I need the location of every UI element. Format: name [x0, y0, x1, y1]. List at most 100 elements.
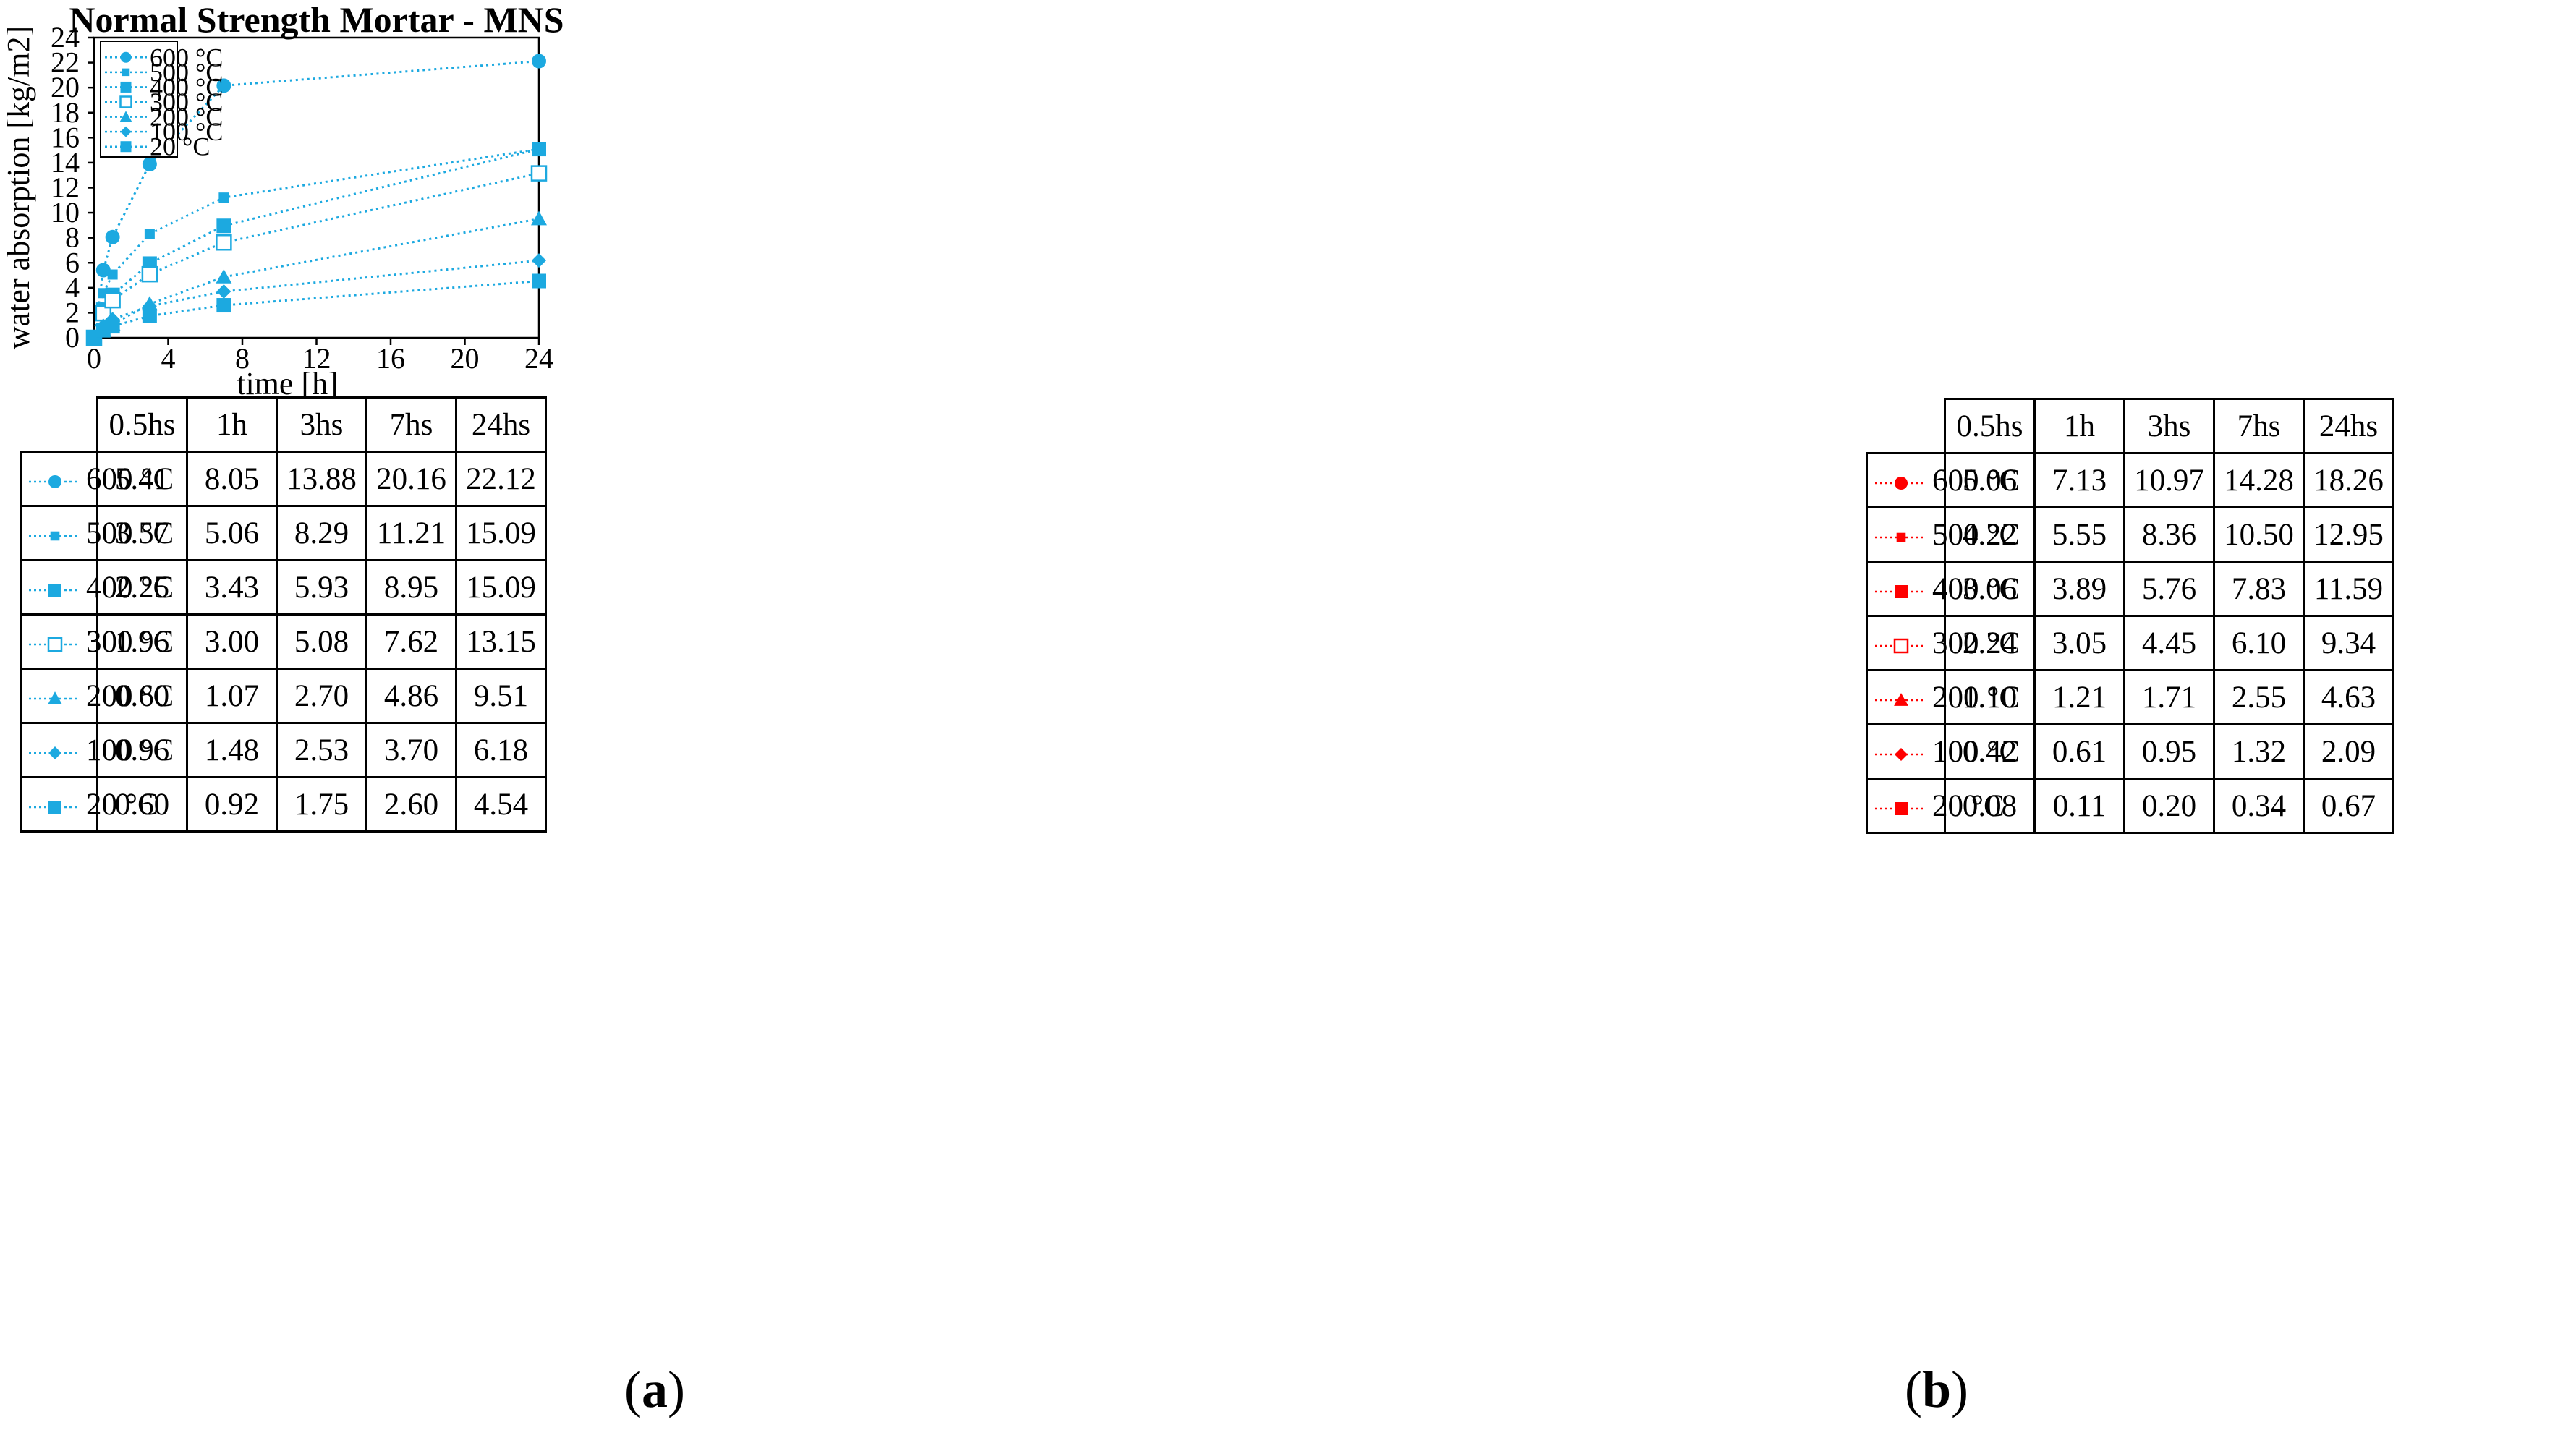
series-line: [93, 172, 540, 339]
row-marker-icon: [29, 474, 80, 488]
table-row-label: 600 °C: [1866, 452, 2020, 508]
y-tick-label: 16: [51, 121, 80, 153]
table-cell: 1.21: [2033, 669, 2125, 725]
series-line: [93, 148, 540, 339]
x-axis-label: time [h]: [237, 366, 339, 401]
table-cell: 2.24: [1944, 615, 2036, 671]
table-cell: 0.96: [96, 722, 188, 778]
caption-b: (b): [1904, 1361, 1968, 1418]
row-marker-icon: [29, 800, 80, 814]
row-marker-icon: [29, 531, 80, 540]
legend-marker: [50, 531, 60, 540]
table-cell: 5.08: [276, 613, 367, 670]
legend-marker: [120, 51, 132, 63]
table-row-label: 100 °C: [1866, 723, 2020, 780]
chart-title: Normal Strength Mortar - MNS: [69, 0, 564, 40]
data-point: [107, 269, 118, 280]
legend-marker: [120, 81, 132, 93]
table-cell: 1.48: [186, 722, 278, 778]
table-cell: 7.83: [2213, 561, 2305, 617]
table-row: 20 °C 0.60 0.92 1.75 2.60 4.54: [20, 776, 547, 833]
table-cell: 8.95: [365, 559, 457, 616]
table-cell: 9.34: [2303, 615, 2394, 671]
table-cell: 3.43: [186, 559, 278, 616]
row-marker-icon: [29, 691, 80, 704]
table-cell: 1.75: [276, 776, 367, 833]
table-cell: 3.05: [2033, 615, 2125, 671]
legend-marker: [1895, 476, 1908, 490]
legend-label: 200 °C: [150, 103, 223, 132]
table-cell: 2.25: [96, 559, 188, 616]
table-row: 400 °C 2.25 3.43 5.93 8.95 15.09: [20, 559, 547, 616]
table-row-label: 20 °C: [1866, 778, 2005, 834]
table-cell: 4.86: [365, 668, 457, 724]
table-cell: 1.71: [2123, 669, 2215, 725]
row-marker-icon: [1875, 532, 1926, 542]
table-row-label: 500 °C: [20, 505, 174, 561]
x-tick-label: 0: [87, 342, 101, 375]
table-row-label: 100 °C: [20, 722, 174, 778]
table-cell: 2.60: [365, 776, 457, 833]
table-mhs: 0.5hs 1h 3hs 7hs 24hs 600 °C 5.06 7.13 10.97 14.2…: [1866, 398, 2394, 834]
table-cell: 18.26: [2303, 452, 2394, 508]
table-cell: 0.34: [2213, 778, 2305, 834]
legend-marker: [48, 800, 61, 814]
table-cell: 4.45: [2123, 615, 2215, 671]
data-point: [141, 265, 158, 283]
legend-marker: [48, 474, 61, 488]
table-row-label: 600 °C: [20, 451, 174, 507]
table-header-row: 0.5hs 1h 3hs 7hs 24hs: [20, 396, 547, 453]
legend-marker: [119, 95, 132, 108]
row-marker-icon: [1875, 584, 1926, 598]
row-marker-icon: [29, 746, 80, 759]
table-row-label: 400 °C: [20, 559, 174, 616]
table-cell: 7.62: [365, 613, 457, 670]
legend-label: 300 °C: [150, 88, 223, 116]
table-cell: 5.93: [276, 559, 367, 616]
table-mns: 0.5hs 1h 3hs 7hs 24hs 600 °C 5.41 8.05 13.88 20.1…: [20, 396, 547, 833]
table-cell: 3.89: [2033, 561, 2125, 617]
legend-marker: [1894, 692, 1908, 706]
table-cell: 0.08: [1944, 778, 2036, 834]
data-point: [531, 210, 547, 226]
data-point: [144, 229, 155, 239]
row-marker-icon: [29, 637, 80, 652]
data-point: [216, 284, 231, 299]
legend-marker: [48, 691, 62, 704]
table-row: 600 °C 5.06 7.13 10.97 14.28 18.26: [1866, 452, 2394, 508]
data-point: [142, 308, 157, 323]
data-point: [105, 229, 120, 244]
table-cell: 2.55: [2213, 669, 2305, 725]
data-point: [216, 234, 232, 251]
table-header-cell: 0.5hs: [1944, 398, 2036, 454]
legend-label: 100 °C: [150, 117, 223, 146]
table-cell: 4.54: [455, 776, 547, 833]
table-row-label: 500 °C: [1866, 506, 2020, 563]
table-row: 500 °C 3.57 5.06 8.29 11.21 15.09: [20, 505, 547, 561]
table-row-label: 300 °C: [20, 613, 174, 670]
table-cell: 3.06: [1944, 561, 2036, 617]
legend-marker: [47, 637, 63, 652]
table-header-cell: 1h: [2033, 398, 2125, 454]
table-row: 100 °C 0.96 1.48 2.53 3.70 6.18: [20, 722, 547, 778]
legend-marker: [1896, 532, 1906, 542]
table-header-cell: 0.5hs: [96, 396, 188, 453]
row-marker-icon: [1875, 692, 1926, 706]
series-line: [93, 218, 540, 339]
table-cell: 0.42: [1944, 723, 2036, 780]
table-cell: 5.41: [96, 451, 188, 507]
table-row: 600 °C 5.41 8.05 13.88 20.16 22.12: [20, 451, 547, 507]
x-tick-label: 24: [524, 342, 553, 375]
row-marker-icon: [29, 583, 80, 597]
table-row-label: 400 °C: [1866, 561, 2020, 617]
row-marker-icon: [1875, 476, 1926, 490]
y-tick-label: 20: [51, 71, 80, 103]
table-cell: 0.11: [2033, 778, 2125, 834]
legend-marker: [122, 68, 130, 77]
table-row-label: 20 °C: [20, 776, 158, 833]
table-header-cell: 7hs: [2213, 398, 2305, 454]
table-header-cell: 24hs: [2303, 398, 2394, 454]
table-corner: [1866, 399, 1946, 454]
table-cell: 7.13: [2033, 452, 2125, 508]
chart-mns: Normal Strength Mortar - MNS024681012141…: [1, 0, 564, 401]
